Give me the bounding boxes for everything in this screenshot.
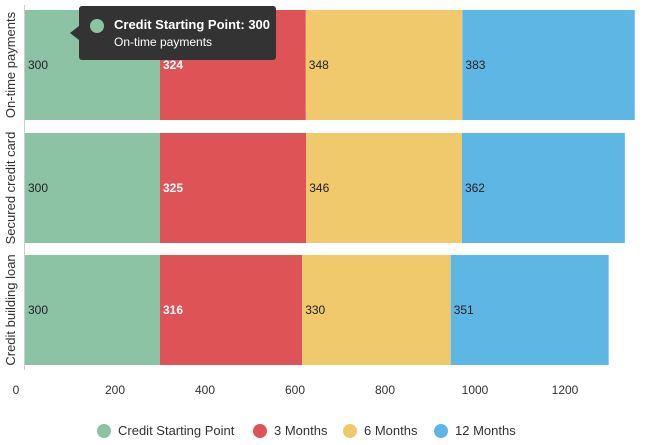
bar-segment[interactable] <box>25 133 160 243</box>
data-label: 348 <box>309 58 329 72</box>
category-label: Secured credit card <box>3 132 18 245</box>
bar-segment[interactable] <box>305 10 463 120</box>
category-labels: On-time payments Secured credit card Credi… <box>3 11 18 365</box>
legend: Credit Starting Point 3 Months 6 Months 12 … <box>97 423 516 438</box>
data-label: 300 <box>28 58 48 72</box>
tooltip-series-dot <box>90 19 104 33</box>
data-label: 330 <box>305 303 325 317</box>
tooltip-title: Credit Starting Point: 300 <box>114 17 270 32</box>
bar-segment[interactable] <box>461 133 625 243</box>
data-label: 316 <box>163 303 183 317</box>
x-tick-label: 200 <box>105 383 125 397</box>
legend-swatch <box>343 424 357 438</box>
legend-item[interactable]: Credit Starting Point <box>97 423 235 438</box>
bar-segment[interactable] <box>450 255 609 365</box>
bars-layer: 300 324 348 383 300 325 346 362 300 316 330 351 <box>25 10 635 365</box>
legend-label: 12 Months <box>455 423 516 438</box>
x-tick-label: 400 <box>195 383 215 397</box>
tooltip-box <box>79 6 276 60</box>
data-label: 346 <box>309 181 329 195</box>
bar-segment[interactable] <box>160 133 307 243</box>
bar-segment[interactable] <box>462 10 635 120</box>
legend-item[interactable]: 12 Months <box>434 423 516 438</box>
bar-segment[interactable] <box>302 255 451 365</box>
bar-segment[interactable] <box>160 255 303 365</box>
x-axis-ticks: 0 200 400 600 800 1000 1200 <box>13 383 579 397</box>
data-label: 300 <box>28 181 48 195</box>
x-tick-label: 1200 <box>552 383 579 397</box>
tooltip-subtitle: On-time payments <box>114 35 212 49</box>
legend-label: 6 Months <box>364 423 418 438</box>
data-label: 383 <box>465 58 485 72</box>
legend-swatch <box>434 424 448 438</box>
tooltip-pointer <box>70 26 79 40</box>
data-label: 300 <box>28 303 48 317</box>
bar-segment[interactable] <box>306 133 462 243</box>
data-label: 351 <box>454 303 474 317</box>
legend-swatch <box>97 424 111 438</box>
legend-swatch <box>253 424 267 438</box>
data-label: 324 <box>163 58 183 72</box>
data-label: 325 <box>163 181 183 195</box>
x-tick-label: 800 <box>375 383 395 397</box>
x-tick-label: 600 <box>285 383 305 397</box>
category-label: On-time payments <box>3 11 18 118</box>
x-tick-label: 1000 <box>462 383 489 397</box>
bar-segment[interactable] <box>25 255 160 365</box>
x-tick-label: 0 <box>13 383 20 397</box>
legend-item[interactable]: 6 Months <box>343 423 418 438</box>
data-label: 362 <box>465 181 485 195</box>
tooltip: Credit Starting Point: 300 On-time payme… <box>70 6 276 60</box>
legend-label: 3 Months <box>274 423 328 438</box>
category-label: Credit building loan <box>3 254 18 365</box>
legend-label: Credit Starting Point <box>118 423 235 438</box>
legend-item[interactable]: 3 Months <box>253 423 328 438</box>
